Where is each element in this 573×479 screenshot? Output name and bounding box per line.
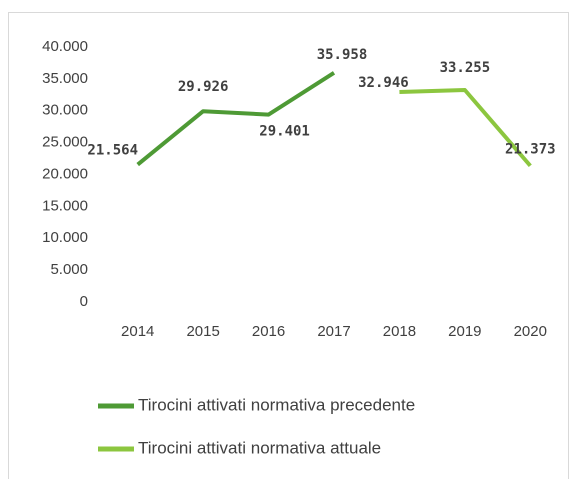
legend-label: Tirocini attivati normativa precedente xyxy=(138,395,415,414)
chart-border xyxy=(8,12,569,479)
y-tick-label: 35.000 xyxy=(42,70,88,87)
x-tick-label: 2019 xyxy=(448,323,481,340)
series-line xyxy=(399,87,532,168)
x-tick-label: 2016 xyxy=(252,323,285,340)
y-tick-label: 15.000 xyxy=(42,197,88,214)
legend-label: Tirocini attivati normativa attuale xyxy=(138,438,381,457)
y-tick-label: 25.000 xyxy=(42,134,88,151)
series-line xyxy=(136,71,336,167)
x-tick-label: 2018 xyxy=(383,323,416,340)
y-tick-label: 40.000 xyxy=(42,38,88,55)
x-tick-label: 2015 xyxy=(186,323,219,340)
data-label: 21.373 xyxy=(505,142,556,158)
data-label: 29.926 xyxy=(178,79,229,95)
data-label: 21.564 xyxy=(87,143,138,159)
y-tick-label: 10.000 xyxy=(42,229,88,246)
y-tick-label: 5.000 xyxy=(50,261,88,278)
x-tick-label: 2014 xyxy=(121,323,154,340)
x-tick-label: 2017 xyxy=(317,323,350,340)
y-tick-label: 20.000 xyxy=(42,165,88,182)
data-label: 32.946 xyxy=(358,75,409,91)
x-tick-label: 2020 xyxy=(514,323,547,340)
data-label: 29.401 xyxy=(259,124,310,140)
data-label: 35.958 xyxy=(317,47,368,63)
y-tick-label: 0 xyxy=(80,293,88,310)
y-tick-label: 30.000 xyxy=(42,102,88,119)
data-label: 33.255 xyxy=(440,60,491,76)
